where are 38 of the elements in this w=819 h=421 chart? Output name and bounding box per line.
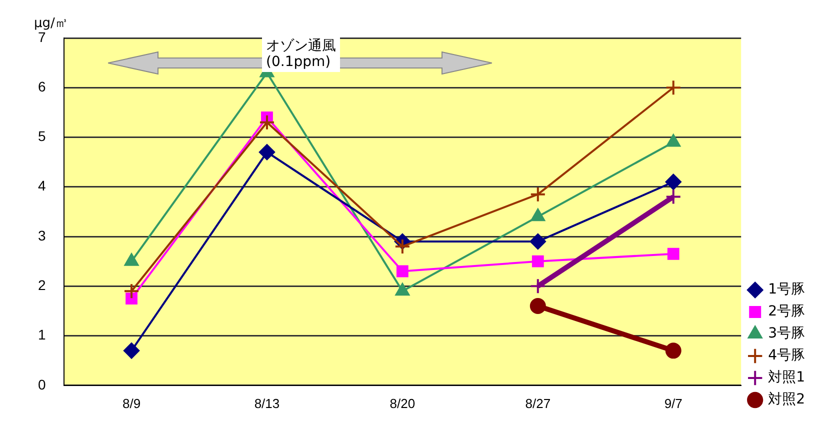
x-tick-label: 8/20 [390, 396, 416, 411]
point [530, 186, 546, 202]
point [665, 80, 682, 96]
point [124, 342, 140, 359]
point [530, 278, 546, 294]
legend-label: 2号豚 [768, 304, 806, 320]
point [667, 248, 680, 260]
legend-label: 対照2 [768, 392, 806, 408]
point [666, 134, 680, 147]
y-tick-label: 3 [38, 227, 46, 244]
x-tick-label: 9/7 [664, 396, 682, 411]
point [394, 238, 410, 254]
y-tick-label: 2 [38, 277, 46, 293]
x-tick-label: 8/9 [122, 396, 141, 411]
point [665, 342, 682, 359]
point [126, 292, 138, 304]
y-tick-label: 6 [38, 78, 46, 94]
x-tick-label: 8/27 [525, 396, 551, 411]
point [396, 265, 408, 278]
point [530, 208, 545, 222]
y-tick-label: 0 [38, 376, 46, 392]
annotation: オゾン通風 (0.1ppm) [262, 36, 340, 72]
legend-label: 対照1 [768, 370, 806, 386]
legend-label: 3号豚 [768, 326, 806, 342]
y-tick-label: 4 [38, 178, 46, 194]
point [530, 298, 546, 314]
y-tick-label: 5 [38, 128, 46, 144]
y-tick-label: 1 [38, 326, 46, 343]
legend-label: 1号豚 [768, 282, 806, 298]
point [665, 174, 682, 190]
point [124, 283, 140, 300]
x-tick-label: 8/13 [254, 396, 280, 411]
point [530, 233, 546, 250]
legend-label: 4号豚 [768, 348, 806, 364]
point [258, 114, 275, 130]
point [532, 255, 544, 268]
point [258, 144, 275, 160]
point [665, 188, 682, 205]
